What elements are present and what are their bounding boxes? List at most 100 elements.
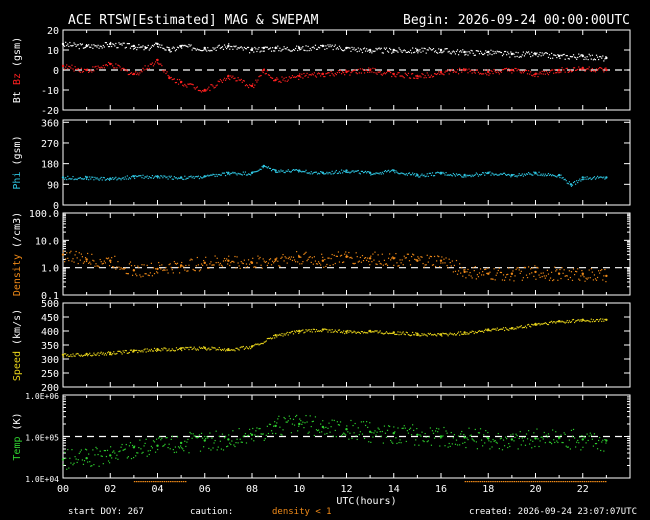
data-point (148, 274, 150, 277)
data-point (326, 72, 328, 75)
data-point (208, 86, 210, 88)
data-point (243, 173, 245, 175)
data-point (605, 56, 608, 60)
data-point (525, 327, 528, 329)
data-point (540, 272, 542, 274)
data-point (322, 328, 324, 330)
data-point (247, 348, 250, 350)
data-point (126, 457, 128, 459)
caution-marker (553, 481, 556, 483)
data-point (98, 266, 100, 268)
data-point (422, 334, 424, 336)
data-point (494, 439, 496, 442)
data-point (131, 175, 134, 177)
data-point (214, 175, 216, 178)
data-point (321, 431, 323, 433)
data-point (343, 432, 345, 434)
data-point (354, 69, 356, 71)
data-point (93, 44, 95, 46)
data-point (311, 173, 313, 175)
data-point (492, 328, 494, 330)
data-point (223, 348, 226, 350)
data-point (562, 321, 564, 323)
data-point (564, 58, 566, 60)
data-point (260, 264, 262, 266)
data-point (285, 48, 287, 50)
data-point (259, 427, 261, 430)
data-point (354, 422, 356, 425)
data-point (361, 68, 364, 70)
data-point (123, 178, 125, 180)
data-point (563, 432, 565, 434)
data-point (168, 48, 171, 52)
data-point (157, 272, 159, 274)
data-point (241, 346, 243, 348)
data-point (67, 354, 69, 356)
data-point (247, 259, 250, 261)
data-point (293, 259, 296, 261)
data-point (556, 269, 558, 271)
data-point (73, 178, 75, 181)
data-point (362, 48, 365, 50)
data-point (198, 270, 201, 272)
data-point (439, 51, 441, 54)
data-point (532, 55, 534, 57)
data-point (66, 355, 68, 357)
data-point (310, 171, 312, 173)
data-point (516, 55, 518, 58)
data-point (488, 273, 490, 275)
data-point (453, 264, 456, 267)
data-point (477, 50, 480, 52)
data-point (169, 263, 171, 265)
data-point (130, 457, 133, 460)
data-point (77, 353, 79, 355)
data-point (454, 270, 457, 272)
data-point (586, 433, 588, 435)
data-point (185, 45, 187, 47)
data-point (71, 45, 73, 47)
data-point (351, 71, 353, 73)
data-point (444, 174, 446, 176)
data-point (549, 173, 552, 176)
data-point (164, 175, 166, 177)
caution-marker (136, 481, 138, 483)
data-point (116, 454, 118, 456)
data-point (188, 43, 190, 46)
data-point (212, 173, 214, 175)
data-point (403, 173, 405, 175)
data-point (274, 258, 277, 261)
data-point (278, 50, 280, 52)
data-point (240, 441, 242, 443)
data-point (548, 321, 551, 324)
data-point (586, 278, 588, 280)
data-point (461, 51, 463, 53)
data-point (366, 69, 368, 72)
data-point (521, 279, 523, 281)
data-point (460, 433, 462, 435)
data-point (274, 337, 276, 339)
data-point (64, 261, 66, 263)
data-point (197, 175, 199, 177)
data-point (261, 267, 263, 269)
data-point (572, 181, 575, 184)
data-point (441, 256, 443, 258)
data-point (236, 256, 238, 258)
data-point (252, 47, 254, 49)
data-point (313, 72, 315, 74)
data-point (474, 331, 476, 333)
y-tick-label: -10 (41, 86, 59, 97)
y-tick-label: 360 (41, 118, 59, 129)
data-point (331, 44, 333, 46)
data-point (561, 67, 563, 69)
data-point (594, 71, 597, 73)
data-point (235, 442, 237, 444)
data-point (185, 445, 187, 448)
data-point (546, 52, 549, 55)
data-point (511, 175, 513, 177)
caution-marker (570, 481, 573, 483)
data-point (598, 320, 600, 323)
data-point (175, 451, 178, 453)
data-point (233, 444, 235, 446)
data-point (264, 46, 266, 48)
data-point (380, 173, 382, 175)
